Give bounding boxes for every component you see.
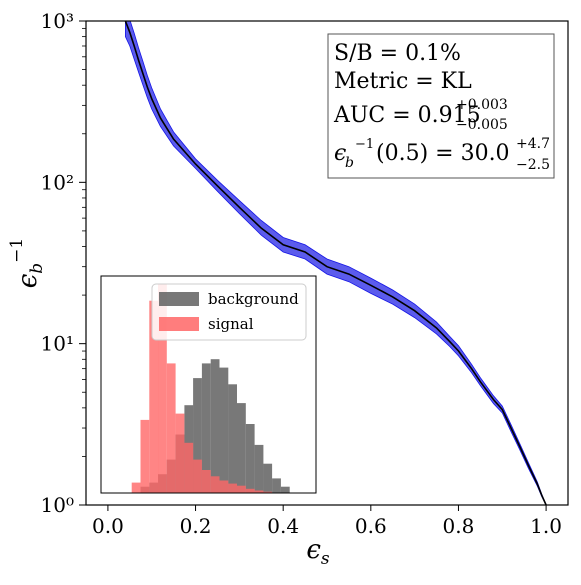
- legend-swatch-signal: [159, 317, 199, 331]
- annotation-auc-sub: −0.005: [456, 117, 508, 133]
- y-axis-title: ϵb−1: [7, 238, 47, 289]
- hist-bar-background: [211, 359, 220, 493]
- y-tick-label: 10⁰: [41, 493, 74, 517]
- inset-legend: background signal: [152, 284, 306, 340]
- x-tick-label: 1.0: [530, 514, 562, 538]
- hist-bar-signal: [211, 476, 220, 493]
- inset-histogram: background signal: [101, 276, 316, 493]
- annotation-eff-main: (0.5) = 30.0: [376, 141, 510, 166]
- hist-bar-signal: [141, 420, 150, 493]
- x-tick-label: 0.2: [180, 514, 212, 538]
- hist-bar-signal: [132, 483, 141, 493]
- hist-bar-signal: [246, 489, 255, 493]
- hist-bar-signal: [237, 486, 246, 493]
- hist-bar-signal: [202, 470, 211, 493]
- x-tick-label: 0.4: [267, 514, 299, 538]
- hist-bar-background: [255, 445, 264, 493]
- x-axis-ticks: 0.0 0.2 0.4 0.6 0.8 1.0: [92, 505, 562, 538]
- annotation-sb: S/B = 0.1%: [334, 41, 461, 66]
- x-tick-label: 0.8: [443, 514, 475, 538]
- x-axis-title: ϵs: [306, 535, 330, 569]
- y-tick-label: 10²: [41, 170, 74, 194]
- hist-bar-background: [246, 424, 255, 493]
- legend-label-background: background: [208, 290, 299, 308]
- hist-bar-background: [281, 487, 290, 493]
- hist-bar-signal: [176, 414, 185, 493]
- annotation-box: S/B = 0.1% Metric = KL AUC = 0.915 +0.00…: [328, 34, 554, 178]
- y-axis-ticks: 10⁰ 10¹ 10² 10³: [41, 9, 86, 517]
- hist-bar-signal: [220, 481, 229, 494]
- annotation-metric: Metric = KL: [334, 69, 472, 94]
- hist-bar-signal: [167, 363, 176, 493]
- hist-bar-background: [272, 478, 281, 493]
- annotation-eff-inv: −1: [355, 137, 374, 152]
- legend-swatch-background: [159, 292, 199, 306]
- hist-bar-signal: [228, 484, 237, 493]
- hist-bar-background: [220, 368, 229, 493]
- annotation-auc-sup: +0.003: [456, 97, 508, 113]
- hist-bar-background: [228, 384, 237, 493]
- x-tick-label: 0.6: [355, 514, 387, 538]
- annotation-eff-sub: −2.5: [516, 157, 550, 173]
- hist-bar-signal: [193, 460, 202, 493]
- y-tick-label: 10¹: [41, 332, 74, 356]
- hist-bar-background: [237, 403, 246, 493]
- x-tick-label: 0.0: [92, 514, 124, 538]
- legend-label-signal: signal: [208, 315, 254, 333]
- hist-bar-background: [263, 464, 272, 493]
- svg-text:ϵb−1: ϵb−1: [7, 238, 47, 289]
- annotation-eff-sup: +4.7: [516, 136, 550, 152]
- y-tick-label: 10³: [41, 9, 74, 33]
- hist-bar-signal: [184, 443, 193, 493]
- annotation-eff-b: b: [345, 155, 354, 171]
